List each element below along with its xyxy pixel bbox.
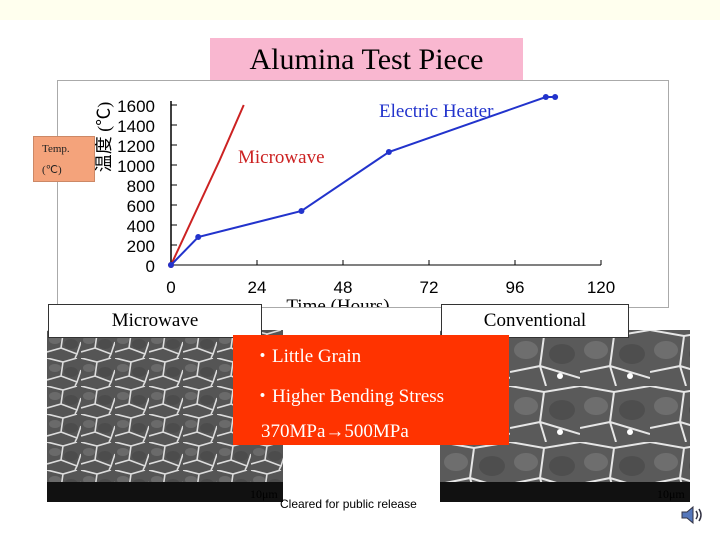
x-tick-label: 24 <box>248 278 267 297</box>
slide-title: Alumina Test Piece <box>210 38 523 82</box>
y-tick-label: 0 <box>146 257 155 276</box>
y-axis-label: 温度 (℃) <box>94 102 115 173</box>
y-tick-label: 400 <box>127 217 155 236</box>
series-line-0 <box>170 104 245 266</box>
chart-frame: 温度 (℃) 1600 1400 1200 1000 800 600 400 200 0 0 24 4… <box>57 80 669 308</box>
footer-release-note: Cleared for public release <box>280 497 417 511</box>
series-line-1 <box>170 96 556 266</box>
caption-conventional: Conventional <box>441 304 629 338</box>
series-point-1 <box>385 149 392 155</box>
series-label-1: Electric Heater <box>379 101 494 122</box>
series-point-1 <box>195 234 202 240</box>
y-tick-label: 1400 <box>117 117 155 136</box>
x-tick-label: 96 <box>506 278 525 297</box>
y-tick-label: 800 <box>127 177 155 196</box>
series-point-1 <box>552 94 559 100</box>
x-tick-label: 48 <box>334 278 353 297</box>
series-label-0: Microwave <box>238 147 325 168</box>
temp-unit-label: Temp. (℃) <box>33 136 95 182</box>
temp-unit-line2: (℃) <box>42 164 62 176</box>
series-point-1 <box>298 208 305 214</box>
temp-unit-line1: Temp. <box>42 143 70 155</box>
scale-bar-left: 10μm <box>250 487 278 501</box>
scale-bar-right: 10μm <box>657 487 685 501</box>
y-tick-label: 600 <box>127 197 155 216</box>
bending-stress-values: 370MPa→500MPa <box>261 421 409 442</box>
speaker-icon[interactable] <box>680 505 706 525</box>
series-point-1 <box>168 262 174 268</box>
y-tick-label: 1000 <box>117 157 155 176</box>
caption-microwave: Microwave <box>48 304 262 338</box>
bullet-little-grain: ・Little Grain <box>253 346 362 367</box>
y-tick-label: 200 <box>127 237 155 256</box>
results-box: ・Little Grain ・Higher Bending Stress 370… <box>233 335 509 445</box>
y-tick-label: 1200 <box>117 137 155 156</box>
x-tick-label: 0 <box>166 278 175 297</box>
bullet-bending-stress: ・Higher Bending Stress <box>253 386 445 407</box>
top-band <box>0 0 720 20</box>
y-tick-label: 1600 <box>117 97 155 116</box>
x-axis-label: Time (Hours) <box>286 296 389 307</box>
series-point-1 <box>542 94 549 100</box>
x-tick-label: 120 <box>587 278 615 297</box>
x-tick-label: 72 <box>420 278 439 297</box>
